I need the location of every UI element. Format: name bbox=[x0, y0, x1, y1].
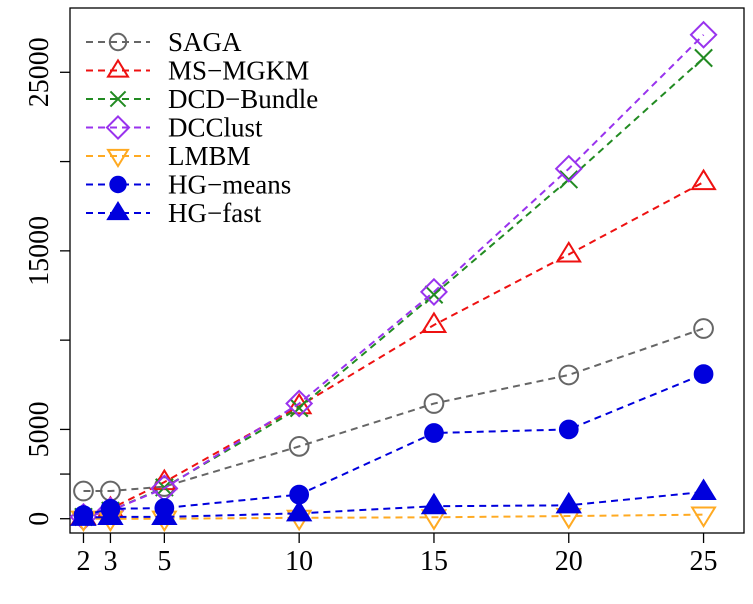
data-point bbox=[558, 364, 580, 386]
series-line bbox=[83, 373, 704, 517]
legend-label: HG−means bbox=[168, 170, 291, 200]
data-point bbox=[289, 398, 309, 418]
data-point bbox=[285, 499, 313, 522]
y-axis: 0 5000 15000 25000 bbox=[24, 37, 70, 526]
data-point bbox=[151, 503, 178, 525]
data-point bbox=[558, 419, 579, 440]
data-point bbox=[693, 364, 714, 384]
data-point bbox=[97, 503, 124, 525]
series-line bbox=[83, 181, 705, 518]
x-tick-label: 2 bbox=[76, 546, 90, 577]
legend-label: SAGA bbox=[168, 27, 242, 57]
legend-item: HG−fast bbox=[86, 198, 262, 228]
series-line bbox=[83, 327, 704, 493]
y-tick-label: 15000 bbox=[24, 216, 55, 286]
data-point bbox=[109, 90, 127, 108]
legend-label: LMBM bbox=[168, 141, 251, 171]
data-point bbox=[559, 170, 579, 189]
legend: SAGAMS−MGKMDCD−BundleDCClustLMBMHG−means… bbox=[86, 27, 318, 228]
data-point bbox=[555, 240, 582, 263]
legend-label: DCD−Bundle bbox=[168, 84, 318, 114]
legend-label: MS−MGKM bbox=[168, 56, 309, 86]
x-axis: 2 3 5 10 15 20 25 bbox=[76, 533, 718, 577]
x-tick-label: 3 bbox=[103, 546, 117, 577]
data-point bbox=[109, 175, 127, 194]
data-point bbox=[106, 58, 130, 78]
legend-item: DCClust bbox=[86, 113, 263, 143]
data-point bbox=[420, 311, 448, 334]
data-point bbox=[554, 154, 583, 183]
legend-label: HG−fast bbox=[168, 198, 262, 228]
y-tick-label: 25000 bbox=[24, 37, 55, 107]
data-point bbox=[288, 436, 310, 457]
x-tick-label: 25 bbox=[690, 546, 718, 577]
data-point bbox=[419, 277, 448, 306]
x-tick-label: 20 bbox=[555, 546, 583, 577]
series-line bbox=[83, 490, 704, 519]
data-point bbox=[424, 423, 444, 443]
data-point bbox=[73, 480, 94, 502]
legend-label: DCClust bbox=[168, 113, 263, 143]
legend-item: SAGA bbox=[86, 27, 242, 57]
data-point bbox=[285, 389, 314, 418]
series-line bbox=[83, 513, 704, 520]
x-tick-label: 15 bbox=[420, 546, 448, 577]
y-tick-label: 0 bbox=[24, 512, 55, 526]
legend-item: MS−MGKM bbox=[86, 56, 309, 86]
data-point bbox=[106, 148, 130, 169]
data-point bbox=[108, 32, 128, 52]
data-point bbox=[106, 200, 130, 221]
data-point bbox=[693, 318, 714, 339]
legend-item: HG−means bbox=[86, 170, 291, 200]
data-point bbox=[555, 491, 582, 514]
data-point bbox=[420, 492, 448, 515]
data-point bbox=[690, 506, 717, 529]
x-tick-label: 10 bbox=[285, 546, 313, 577]
y-tick-label: 5000 bbox=[24, 401, 55, 457]
data-point bbox=[285, 392, 313, 415]
data-point bbox=[424, 285, 444, 304]
data-point bbox=[690, 168, 717, 191]
data-point bbox=[105, 115, 131, 140]
data-point bbox=[70, 504, 97, 526]
data-point bbox=[690, 478, 717, 500]
data-point bbox=[423, 393, 445, 414]
x-tick-label: 5 bbox=[157, 546, 171, 577]
series-6 bbox=[70, 478, 717, 526]
series-layer bbox=[69, 20, 718, 533]
data-point bbox=[694, 48, 713, 68]
plot-frame bbox=[69, 7, 745, 534]
data-point bbox=[689, 20, 718, 49]
series-0 bbox=[73, 318, 714, 502]
legend-item: DCD−Bundle bbox=[86, 84, 318, 114]
legend-item: LMBM bbox=[86, 141, 251, 171]
